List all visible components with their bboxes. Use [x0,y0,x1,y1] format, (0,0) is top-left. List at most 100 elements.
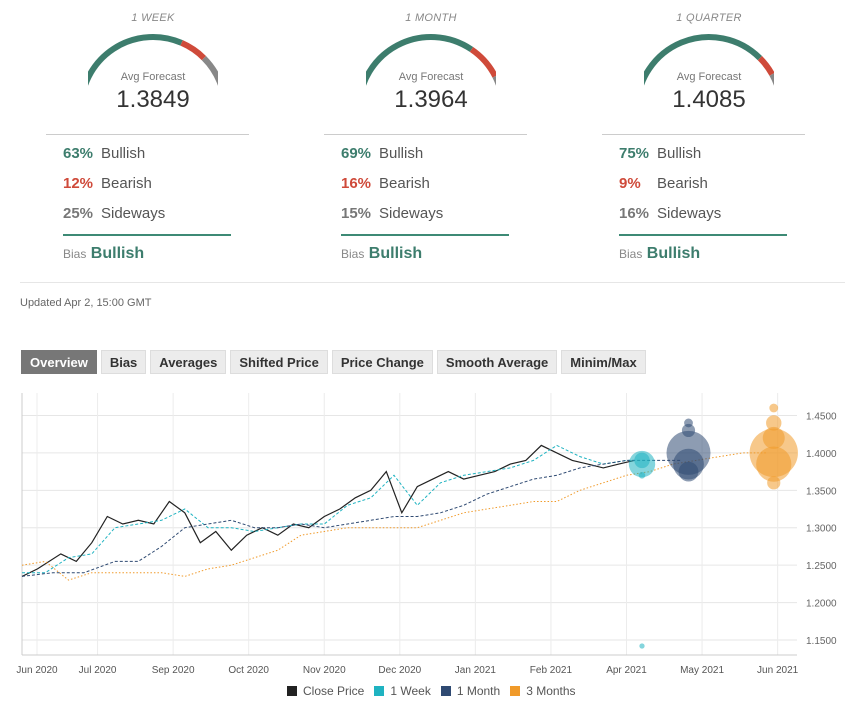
x-tick-label: Apr 2021 [606,665,647,676]
gauge-side-segment [769,73,774,86]
y-tick-label: 1.2000 [806,599,837,610]
forecast-bubble-1-week [634,452,650,469]
forecast-bubble-1-week [639,643,645,649]
x-tick-label: Jun 2021 [757,665,799,676]
x-tick-label: May 2021 [680,665,724,676]
gauge-avg-value: 1.4085 [672,86,746,113]
x-tick-label: Jan 2021 [455,665,497,676]
gauge-side-segment [492,75,496,87]
forecast-bubble-3-months [756,446,792,482]
y-tick-label: 1.1500 [806,636,837,647]
tab-minim-max[interactable]: Minim/Max [561,350,646,374]
legend-swatch [374,686,385,696]
y-tick-label: 1.2500 [806,561,837,572]
stat-divider [619,234,787,236]
bearish-pct: 9% [619,175,641,192]
gauge-bear-segment [469,46,496,78]
bias-summary: Bias Bullish [63,245,144,263]
stat-divider [341,234,509,236]
y-tick-label: 1.4500 [806,411,837,422]
bullish-pct: 69% [341,145,372,162]
bullish-label: Bullish [657,145,702,162]
forecast-bubble-1-month [681,423,696,438]
series-line-close-price [21,444,635,577]
sideways-label: Sideways [379,205,444,222]
chart-grid [22,393,797,655]
bias-summary: Bias Bullish [619,245,700,263]
gauge-bear-segment [180,40,207,61]
x-tick-label: Feb 2021 [530,665,573,676]
gauge-bull-segment [88,34,183,87]
x-tick-label: Jun 2020 [16,665,58,676]
legend-swatch [287,686,297,696]
bias-label: Bias [341,247,365,261]
y-tick-label: 1.3500 [806,486,837,497]
legend-swatch [440,686,451,696]
bullish-pct: 63% [63,145,94,162]
bearish-pct: 12% [63,175,94,192]
tab-smooth-average[interactable]: Smooth Average [436,350,558,374]
sideways-stat: 25% Sideways [63,205,165,222]
x-tick-label: Sep 2020 [152,665,195,676]
sideways-pct: 16% [619,205,650,222]
bias-label: Bias [63,247,87,261]
gauge-period: 1 QUARTER [676,12,742,24]
bearish-stat: 16% Bearish [341,175,430,192]
bias-label: Bias [619,247,643,261]
legend-swatch [510,686,521,696]
forecast-bubble-1-week [638,472,646,479]
bearish-label: Bearish [379,175,430,192]
series-line-3-months [21,452,766,581]
gauge-bear-segment [757,55,774,76]
tab-bias[interactable]: Bias [100,350,147,374]
bias-value: Bullish [646,245,701,262]
bias-summary: Bias Bullish [341,245,422,263]
sideways-stat: 15% Sideways [341,205,443,222]
stat-divider [63,234,231,236]
sideways-pct: 25% [63,205,94,222]
sideways-pct: 15% [341,205,372,222]
chart-legend: Close Price 1 Week 1 Month 3 Months [287,684,586,698]
series-line-1-month [21,459,681,577]
sideways-label: Sideways [101,205,166,222]
gauge-divider [324,134,527,135]
bearish-label: Bearish [657,175,708,192]
gauge-divider [602,134,805,135]
bearish-label: Bearish [101,175,152,192]
gauge-avg-label: Avg Forecast [398,71,464,83]
legend-label: 1 Month [456,684,501,698]
bullish-label: Bullish [101,145,146,162]
gauge-bull-segment [644,34,763,87]
updated-timestamp: Updated Apr 2, 15:00 GMT [20,297,152,309]
sideways-label: Sideways [657,205,722,222]
bearish-pct: 16% [341,175,372,192]
chart-tabs: Overview Bias Averages Shifted Price Price C… [21,350,646,374]
forecast-bubble-1-month [684,418,693,428]
bullish-stat: 69% Bullish [341,145,423,162]
bullish-stat: 75% Bullish [619,145,701,162]
series-line-1-week [22,444,635,574]
bullish-label: Bullish [379,145,424,162]
bias-value: Bullish [90,245,145,262]
bearish-stat: 12% Bearish [63,175,152,192]
gauge-period: 1 WEEK [131,12,175,24]
forecast-bubble-3-months [767,476,781,490]
legend-label: 3 Months [526,684,576,698]
tab-price-change[interactable]: Price Change [331,350,433,374]
tab-shifted-price[interactable]: Shifted Price [230,350,328,374]
forecast-bubble-3-months [762,426,785,449]
forecast-bubble-1-month [678,461,699,482]
x-tick-label: Dec 2020 [378,665,421,676]
legend-item-1-week[interactable]: 1 Week [374,684,431,698]
legend-item-1-month[interactable]: 1 Month [440,684,501,698]
x-tick-label: Jul 2020 [79,665,117,676]
y-tick-label: 1.3000 [806,524,837,535]
x-tick-label: Nov 2020 [303,665,346,676]
legend-item-3-months[interactable]: 3 Months [510,684,576,698]
gauge-divider [46,134,249,135]
legend-item-close-price[interactable]: Close Price [287,684,364,698]
gauge-avg-label: Avg Forecast [120,71,186,83]
tab-averages[interactable]: Averages [150,350,227,374]
tab-overview[interactable]: Overview [21,350,97,374]
